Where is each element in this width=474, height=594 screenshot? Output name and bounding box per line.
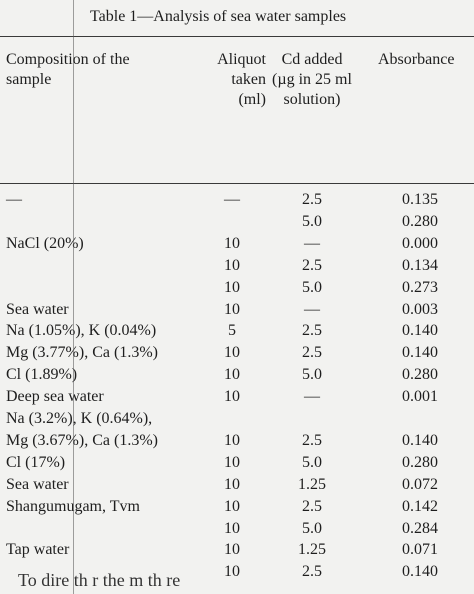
table-cell-c3: —	[304, 301, 320, 318]
table-cell-c4: 0.140	[402, 432, 438, 449]
header-cd-added: Cd added (µg in 25 ml solution)	[262, 50, 362, 110]
table-cell-c1: Sea water	[6, 301, 69, 318]
table-cell-c1: Tap water	[6, 541, 70, 558]
table-cell-c2: 10	[224, 235, 240, 252]
table-cell-c2: 10	[224, 498, 240, 515]
table-cell-c3: 5.0	[302, 454, 322, 471]
table-cell-c1: —	[6, 191, 22, 208]
header-aliquot: Aliquot taken (ml)	[196, 50, 266, 110]
table-cell-c4: 0.280	[402, 454, 438, 471]
table-cell-c2: 10	[224, 301, 240, 318]
header-aliquot-line: taken	[231, 71, 266, 88]
header-cd-line: solution)	[283, 91, 341, 108]
table-cell-c2: —	[224, 191, 240, 208]
table-cell-c1: Na (3.2%), K (0.64%),	[6, 410, 153, 427]
table-cell-c2: 5	[228, 322, 236, 339]
header-composition: Composition of the sample	[6, 50, 130, 90]
table-cell-c1: Na (1.05%), K (0.04%)	[6, 322, 157, 339]
table-cell-c2: 10	[224, 257, 240, 274]
header-composition-line: sample	[6, 71, 52, 88]
table-cell-c3: 1.25	[298, 541, 326, 558]
table-cell-c4: 0.003	[402, 301, 438, 318]
table-cell-c3: 2.5	[302, 432, 322, 449]
table-cell-c2: 10	[224, 541, 240, 558]
table-cell-c3: —	[304, 388, 320, 405]
table-cell-c3: 2.5	[302, 322, 322, 339]
table-cell-c2: 10	[224, 432, 240, 449]
table-cell-c3: 2.5	[302, 191, 322, 208]
table-cell-c3: 2.5	[302, 563, 322, 580]
header-absorbance-line: Absorbance	[378, 51, 455, 68]
header-composition-line: Composition of the	[6, 51, 130, 68]
table-cell-c4: 0.000	[402, 235, 438, 252]
table-cell-c3: 5.0	[302, 213, 322, 230]
table-cell-c4: 0.280	[402, 366, 438, 383]
table-cell-c2: 10	[224, 563, 240, 580]
table-cell-c1: Sea water	[6, 476, 69, 493]
table-cell-c4: 0.071	[402, 541, 438, 558]
table-cell-c3: 2.5	[302, 257, 322, 274]
table-cell-c3: 5.0	[302, 520, 322, 537]
table-cell-c4: 0.280	[402, 213, 438, 230]
header-cd-line: Cd added	[281, 51, 343, 68]
table-cell-c4: 0.134	[402, 257, 438, 274]
page-gutter-line	[73, 0, 74, 594]
table-cell-c3: 5.0	[302, 366, 322, 383]
body-text-fragment: To dire th r the m th re	[18, 570, 181, 590]
table-cell-c4: 0.072	[402, 476, 438, 493]
table-cell-c2: 10	[224, 279, 240, 296]
table-cell-c4: 0.135	[402, 191, 438, 208]
table-cell-c4: 0.140	[402, 322, 438, 339]
table-cell-c1: Mg (3.77%), Ca (1.3%)	[6, 344, 158, 361]
table-cell-c1: Cl (1.89%)	[6, 366, 78, 383]
table-cell-c2: 10	[224, 366, 240, 383]
table-cell-c4: 0.142	[402, 498, 438, 515]
table-cell-c3: 1.25	[298, 476, 326, 493]
table-cell-c2: 10	[224, 520, 240, 537]
table-cell-c4: 0.140	[402, 344, 438, 361]
table-cell-c2: 10	[224, 388, 240, 405]
header-cd-line: (µg in 25 ml	[272, 71, 352, 88]
header-aliquot-line: (ml)	[238, 91, 266, 108]
table-cell-c1: Shangumugam, Tvm	[6, 498, 140, 515]
header-aliquot-line: Aliquot	[217, 51, 266, 68]
table-cell-c3: 2.5	[302, 498, 322, 515]
table-cell-c4: 0.140	[402, 563, 438, 580]
top-rule	[0, 36, 474, 37]
table-cell-c3: —	[304, 235, 320, 252]
table-cell-c4: 0.273	[402, 279, 438, 296]
table-cell-c1: Deep sea water	[6, 388, 104, 405]
table-cell-c1: NaCl (20%)	[6, 235, 84, 252]
header-rule	[0, 183, 474, 184]
table-cell-c3: 5.0	[302, 279, 322, 296]
table-cell-c1: Mg (3.67%), Ca (1.3%)	[6, 432, 158, 449]
table-cell-c4: 0.284	[402, 520, 438, 537]
table-caption: Table 1—Analysis of sea water samples	[90, 8, 347, 25]
table-cell-c3: 2.5	[302, 344, 322, 361]
table-cell-c2: 10	[224, 476, 240, 493]
table-cell-c2: 10	[224, 454, 240, 471]
header-absorbance: Absorbance	[378, 50, 454, 70]
table-cell-c2: 10	[224, 344, 240, 361]
table-cell-c4: 0.001	[402, 388, 438, 405]
table-cell-c1: Cl (17%)	[6, 454, 66, 471]
